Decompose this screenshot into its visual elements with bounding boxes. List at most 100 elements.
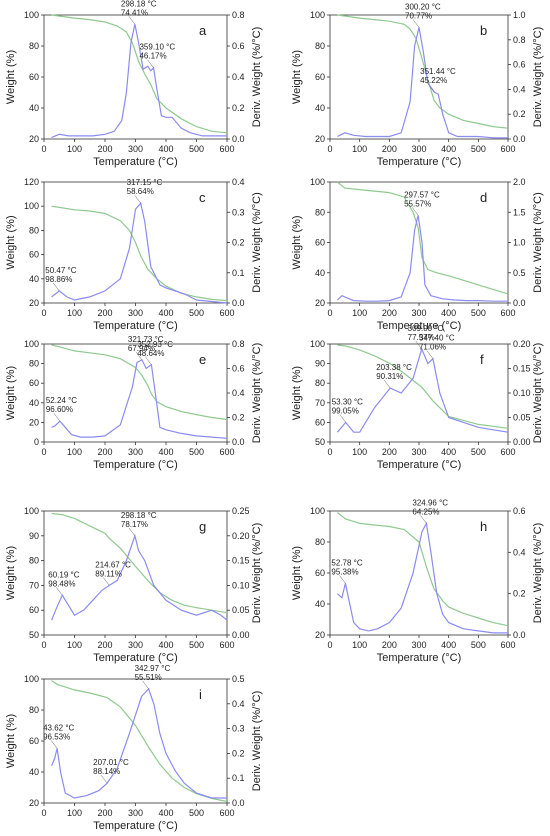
y-axis-label: Weight (%) (291, 366, 303, 420)
y2-tick-label: 0.10 (232, 580, 250, 590)
x-tick-label: 0 (327, 144, 332, 154)
y-tick-label: 100 (310, 506, 325, 516)
annotation-line: 203.38 °C (376, 363, 412, 372)
peak-annotation: 53.30 °C 99.05% (332, 397, 363, 415)
y-axis-label: Weight (%) (5, 546, 17, 600)
y2-tick-label: 0.10 (513, 388, 531, 398)
annotation-leader (100, 775, 108, 784)
x-tick-label: 100 (352, 447, 367, 457)
annotation-leader (339, 414, 346, 423)
y2-tick-label: 0.0 (513, 134, 526, 144)
y-tick-label: 40 (29, 767, 39, 777)
annotation-line: 46.17% (139, 52, 166, 61)
annotation-line: 48.64% (137, 349, 164, 358)
y-tick-label: 100 (24, 201, 39, 211)
y2-axis-label: Deriv. Weight (%/°C) (251, 27, 263, 128)
x-tick-label: 200 (382, 144, 397, 154)
y2-axis-label: Deriv. Weight (%/°C) (251, 691, 263, 792)
annotation-line: 352.93 °C (137, 340, 173, 349)
x-tick-label: 100 (352, 308, 367, 318)
annotation-line: 50.47 °C (45, 266, 76, 275)
peak-annotation: 43.62 °C 96.53% (43, 723, 74, 741)
y-tick-label: 40 (315, 103, 325, 113)
annotation-line: 297.57 °C (404, 190, 440, 199)
y-tick-label: 50 (315, 437, 325, 447)
y-tick-label: 120 (24, 177, 39, 187)
x-tick-label: 500 (189, 640, 204, 650)
y-axis-label: Weight (%) (291, 546, 303, 600)
peak-annotation: 214.67 °C 89.11% (95, 560, 131, 578)
x-tick-label: 500 (471, 308, 486, 318)
y2-axis-label: Deriv. Weight (%/°C) (532, 192, 544, 293)
x-tick-label: 600 (219, 808, 234, 818)
annotation-line: 309.00 °C (408, 324, 444, 333)
x-tick-label: 100 (67, 447, 82, 457)
x-tick-label: 200 (382, 447, 397, 457)
peak-annotation: 298.18 °C 78.17% (121, 511, 157, 529)
panel-label: h (480, 519, 487, 534)
annotation-line: 98.48% (48, 579, 75, 588)
y2-axis-label: Deriv. Weight (%/°C) (532, 343, 544, 444)
y-tick-label: 20 (29, 798, 39, 808)
y2-tick-label: 0.6 (232, 41, 245, 51)
deriv-weight-curve (336, 347, 509, 433)
y2-tick-label: 1.5 (513, 207, 526, 217)
deriv-weight-curve (51, 533, 228, 621)
x-tick-label: 600 (500, 640, 515, 650)
weight-curve (337, 181, 509, 295)
weight-curve (337, 512, 509, 627)
annotation-line: 207.01 °C (93, 758, 129, 767)
y-tick-label: 80 (29, 41, 39, 51)
y2-tick-label: 0.4 (232, 177, 245, 187)
x-tick-label: 0 (327, 640, 332, 650)
panel-label: a (199, 23, 207, 38)
y2-tick-label: 0.25 (232, 506, 250, 516)
y-axis-label: Weight (%) (5, 714, 17, 768)
y2-tick-label: 0.15 (513, 364, 531, 374)
y2-tick-label: 0.2 (232, 238, 245, 248)
annotation-leader (415, 340, 422, 350)
deriv-weight-curve (336, 521, 508, 634)
y2-tick-label: 0.8 (232, 339, 245, 349)
y-tick-label: 100 (24, 506, 39, 516)
deriv-weight-curve (51, 201, 228, 304)
annotation-line: 89.11% (95, 569, 122, 578)
peak-annotation: 52.24 °C 96.60% (46, 396, 77, 414)
y2-tick-label: 0.15 (232, 556, 250, 566)
y2-tick-label: 0.0 (232, 298, 245, 308)
panel-label: e (199, 352, 206, 367)
y2-tick-label: 0.0 (232, 798, 245, 808)
annotation-line: 317.15 °C (127, 178, 163, 187)
y2-tick-label: 0.2 (513, 589, 526, 599)
annotation-line: 324.96 °C (412, 498, 448, 507)
annotation-leader (384, 379, 391, 389)
annotation-line: 88.14% (93, 767, 120, 776)
x-tick-label: 200 (382, 640, 397, 650)
peak-annotation: 300.20 °C 70.77% (405, 2, 441, 20)
peak-annotation: 52.78 °C 95.38% (331, 558, 362, 576)
x-tick-label: 200 (97, 808, 112, 818)
panel-label: g (199, 519, 206, 534)
annotation-leader (411, 207, 419, 216)
annotation-line: 214.67 °C (95, 560, 131, 569)
y2-axis-label: Deriv. Weight (%/°C) (251, 523, 263, 624)
x-tick-label: 0 (41, 447, 46, 457)
y-tick-label: 90 (315, 359, 325, 369)
x-tick-label: 400 (158, 447, 173, 457)
y-tick-label: 60 (29, 72, 39, 82)
y-axis-label: Weight (%) (5, 50, 17, 104)
x-axis-label: Temperature (°C) (377, 156, 461, 168)
y2-axis-label: Deriv. Weight (%/°C) (532, 523, 544, 624)
panel-c: 0 100 200 300 400 500 600 20 40 60 80 100 120 0.0 0.1 0… (5, 177, 263, 332)
annotation-line: 58.64% (127, 187, 154, 196)
x-tick-label: 200 (382, 308, 397, 318)
x-tick-label: 100 (352, 640, 367, 650)
x-tick-label: 100 (67, 808, 82, 818)
y-tick-label: 20 (315, 630, 325, 640)
x-tick-label: 500 (189, 144, 204, 154)
annotation-line: 342.97 °C (135, 664, 171, 673)
y2-tick-label: 0.2 (232, 748, 245, 758)
x-tick-label: 600 (219, 144, 234, 154)
annotation-line: 347.40 °C (419, 334, 455, 343)
deriv-weight-curve (51, 359, 228, 439)
